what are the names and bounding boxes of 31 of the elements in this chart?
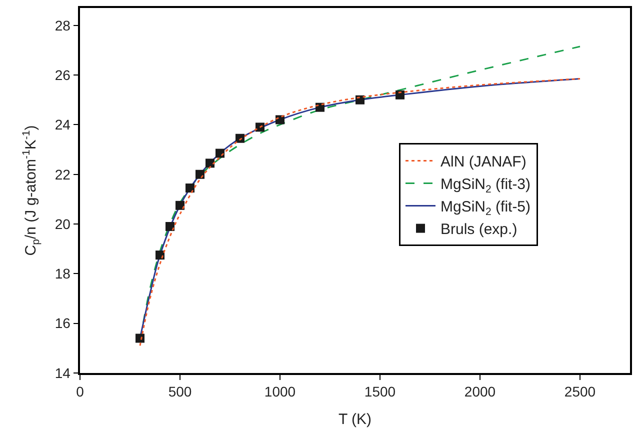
legend-label: MgSiN$_{2}$ (fit-3) — [440, 176, 531, 196]
y-tick-label: 20 — [54, 216, 71, 232]
point — [166, 222, 174, 231]
point — [136, 334, 144, 343]
y-tick-label: 14 — [54, 364, 71, 381]
x-tick-label: 500 — [168, 384, 192, 400]
x-tick-label: 1000 — [264, 384, 296, 400]
point — [256, 122, 264, 132]
x-tick-label: 0 — [76, 384, 84, 400]
y-tick-label: 28 — [54, 17, 71, 34]
y-tick-label: 22 — [54, 166, 71, 182]
point — [216, 148, 224, 158]
x-axis-title: T (K) — [338, 411, 372, 428]
legend-label: MgSiN$_{2}$ (fit-5) — [440, 198, 531, 218]
y-tick-label: 16 — [54, 315, 71, 332]
x-tick-label: 2000 — [464, 384, 496, 400]
point — [356, 95, 364, 104]
point — [156, 250, 164, 260]
legend-label: Bruls (exp.) — [440, 221, 518, 238]
point — [236, 134, 244, 143]
y-tick-label: 24 — [54, 116, 71, 133]
legend-label: AlN (JANAF) — [440, 154, 526, 171]
point — [396, 90, 404, 100]
y-tick-label: 26 — [54, 66, 71, 83]
x-tick-label: 1500 — [364, 384, 396, 400]
y-tick-label: 18 — [54, 266, 71, 282]
point — [176, 200, 184, 210]
point — [206, 158, 214, 168]
point — [196, 170, 204, 179]
x-tick-label: 2500 — [564, 384, 596, 400]
point — [186, 184, 194, 193]
